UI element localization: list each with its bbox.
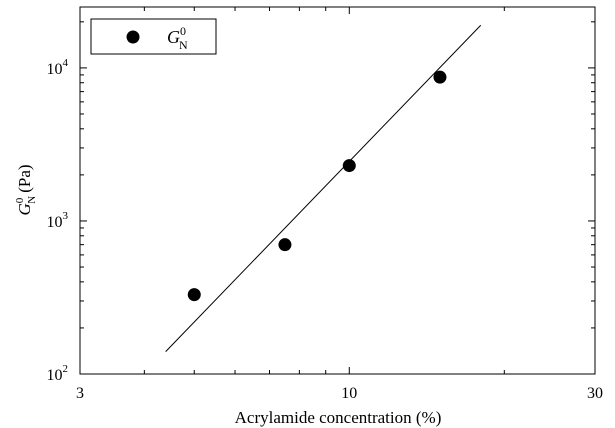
legend-box: [90, 18, 217, 55]
y-axis-label-subscript: N: [26, 196, 38, 204]
y-tick-label: 103: [47, 210, 69, 231]
x-axis-label: Acrylamide concentration (%): [235, 408, 442, 427]
legend-marker: [126, 30, 140, 44]
fit-line: [165, 24, 482, 352]
data-point: [433, 70, 447, 84]
legend: G0 N: [90, 18, 217, 55]
x-tick-label: 3: [76, 385, 84, 402]
legend-superscript: 0: [180, 24, 186, 38]
legend-subscript: N: [179, 38, 188, 52]
x-tick-label: 10: [341, 385, 357, 402]
ticks-layer: 3 10 30 102 103 104: [47, 7, 603, 402]
y-axis-label: G0N (Pa): [14, 164, 38, 215]
data-point: [187, 288, 201, 302]
data-point: [278, 238, 292, 252]
plot-frame: [79, 6, 596, 375]
y-tick-label: 104: [47, 57, 69, 78]
data-points-layer: [187, 70, 447, 302]
fit-line-layer: [165, 24, 482, 352]
y-axis-label-superscript: 0: [14, 197, 26, 203]
y-axis-label-unit: (Pa): [15, 164, 34, 192]
svg-text:G0N(Pa): G0N (Pa): [14, 164, 38, 215]
data-point: [342, 159, 356, 173]
legend-label: G0 N: [167, 24, 188, 52]
legend-symbol: G: [167, 27, 180, 47]
y-axis-label-symbol: G: [15, 203, 34, 215]
y-tick-label: 102: [47, 363, 69, 384]
x-tick-label: 30: [587, 385, 603, 402]
